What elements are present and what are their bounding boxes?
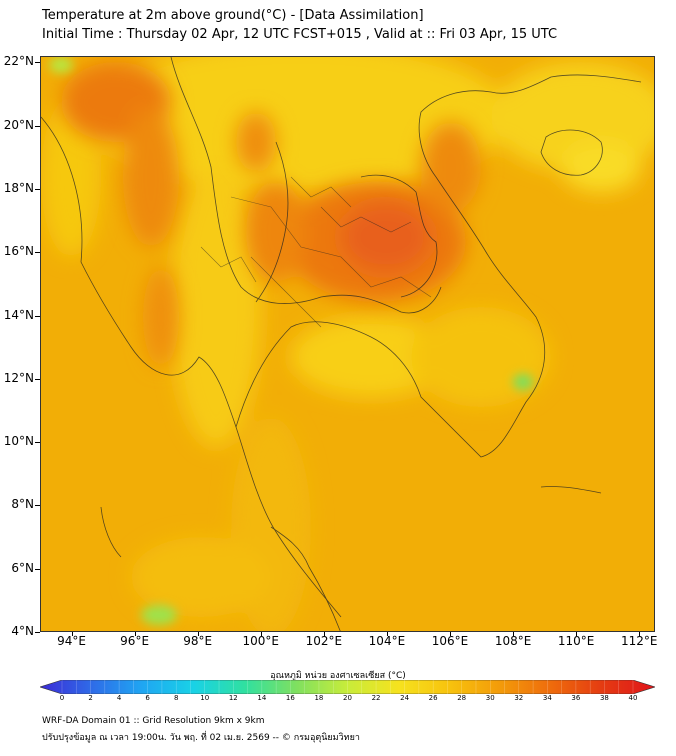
colorbar-title: อุณหภูมิ หน่วย องศาเซลเซียส (°C) <box>270 671 406 681</box>
lon-label: 98°E <box>183 634 213 648</box>
colorbar-tick-label: 0 <box>59 694 65 702</box>
lon-tick <box>197 632 199 636</box>
colorbar <box>40 680 655 694</box>
colorbar-tick-label: 12 <box>228 694 238 702</box>
lon-tick <box>450 632 451 636</box>
lat-label: 18°N <box>3 180 34 195</box>
lat-label: 8°N <box>11 497 34 512</box>
map-subtitle: Initial Time : Thursday 02 Apr, 12 UTC F… <box>42 27 558 42</box>
colorbar-tick-label: 28 <box>457 694 467 702</box>
colorbar-tick-label: 40 <box>628 694 638 702</box>
lat-tick <box>35 125 40 127</box>
lat-label: 20°N <box>3 117 34 132</box>
lat-label: 14°N <box>3 307 34 322</box>
lat-label: 6°N <box>11 560 34 575</box>
lon-tick <box>323 632 325 636</box>
lat-label: 22°N <box>3 54 34 69</box>
footer-domain-info: WRF-DA Domain 01 :: Grid Resolution 9km … <box>42 716 265 726</box>
lat-tick <box>35 188 40 190</box>
colorbar-tick-label: 14 <box>257 694 267 702</box>
colorbar-tick-label: 4 <box>116 694 122 702</box>
lon-label: 100°E <box>242 634 280 648</box>
lat-tick <box>35 632 40 633</box>
colorbar-tick-label: 36 <box>571 694 581 702</box>
lat-label: 10°N <box>3 434 34 449</box>
temperature-field <box>41 57 654 631</box>
lon-label: 94°E <box>57 634 86 648</box>
colorbar-tick-label: 2 <box>88 694 93 702</box>
lon-tick <box>639 632 641 636</box>
colorbar-tick-label: 24 <box>400 694 410 702</box>
colorbar-tick-label: 30 <box>485 694 495 702</box>
colorbar-tick-label: 6 <box>145 694 150 702</box>
lon-label: 112°E <box>620 634 658 648</box>
colorbar-tick-label: 38 <box>599 694 609 702</box>
colorbar-tick-label: 18 <box>314 694 324 702</box>
lon-label: 106°E <box>431 634 469 648</box>
colorbar-tick-label: 22 <box>371 694 381 702</box>
lat-tick <box>35 315 40 317</box>
colorbar-tick-label: 10 <box>200 694 210 702</box>
lat-tick <box>35 442 40 444</box>
colorbar-tick-label: 26 <box>428 694 438 702</box>
map-title: Temperature at 2m above ground(°C) - [Da… <box>42 8 424 23</box>
colorbar-tick-label: 20 <box>343 694 352 702</box>
colorbar-tick-label: 16 <box>285 694 295 702</box>
lat-tick <box>35 568 40 570</box>
lon-label: 102°E <box>305 634 343 648</box>
lon-tick <box>134 632 136 636</box>
lat-label: 16°N <box>3 244 34 259</box>
lon-tick <box>576 632 578 636</box>
footer-update-info: ปรับปรุงข้อมูล ณ เวลา 19:00น. วัน พฤ. ที… <box>42 733 360 743</box>
lat-label: 12°N <box>3 370 34 385</box>
lon-tick <box>71 632 73 636</box>
province-borders <box>200 176 432 328</box>
lon-tick <box>386 632 388 636</box>
lon-tick <box>260 632 262 636</box>
lon-label: 110°E <box>557 634 595 648</box>
temperature-map <box>40 56 655 632</box>
lon-tick <box>513 632 515 636</box>
lat-tick <box>35 505 40 507</box>
lat-tick <box>35 378 40 380</box>
lat-tick <box>35 252 40 254</box>
colorbar-tick-label: 34 <box>542 694 552 702</box>
lon-label: 108°E <box>494 634 532 648</box>
lat-tick <box>35 62 40 64</box>
lon-label: 104°E <box>368 634 406 648</box>
colorbar-tick-label: 8 <box>173 694 179 702</box>
lon-label: 96°E <box>120 634 150 648</box>
lat-label: 4°N <box>11 624 34 638</box>
colorbar-tick-label: 32 <box>514 694 524 702</box>
